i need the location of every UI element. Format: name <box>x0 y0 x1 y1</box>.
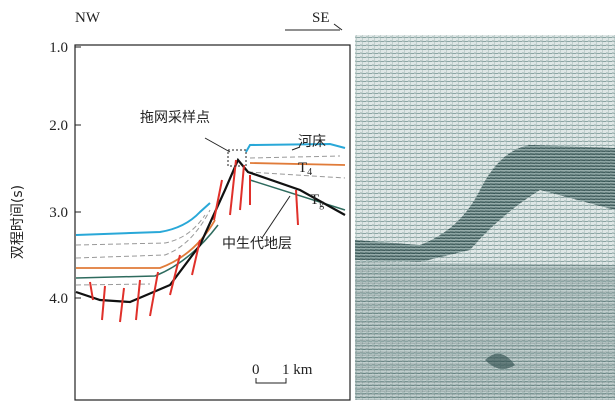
direction-se: SE <box>312 10 330 26</box>
annotation: 拖网采样点 <box>140 110 210 126</box>
annotation-sub: 4 <box>307 167 312 178</box>
scale-label: 1 km <box>282 362 313 378</box>
y-tick-label: 1.0 <box>49 40 68 56</box>
annotation: T4 <box>298 160 312 178</box>
y-axis-label: 双程时间(s) <box>10 185 26 259</box>
y-tick-label: 2.0 <box>49 118 68 134</box>
seismic-image <box>355 35 615 400</box>
figure: NW SE 双程时间(s) 1.0 2.0 3.0 4.0 <box>0 0 615 407</box>
annotation: 河床 <box>298 134 326 150</box>
y-tick-label: 4.0 <box>49 291 68 307</box>
annotation-sub: g <box>319 199 324 210</box>
y-ticks <box>75 47 81 298</box>
scale-label: 0 <box>252 362 260 378</box>
scale-bar <box>256 378 286 383</box>
annotation: 中生代地层 <box>222 236 292 252</box>
y-tick-label: 3.0 <box>49 205 68 221</box>
annotation-main: T <box>310 192 319 208</box>
direction-nw: NW <box>75 10 101 26</box>
annotation-main: T <box>298 160 307 176</box>
annotation: Tg <box>310 192 324 210</box>
